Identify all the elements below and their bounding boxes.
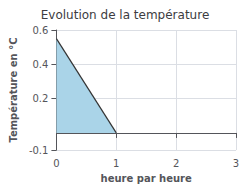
svg-text:0.2: 0.2 bbox=[33, 93, 49, 104]
svg-text:-0.1: -0.1 bbox=[29, 145, 49, 156]
svg-text:0: 0 bbox=[53, 158, 59, 169]
svg-text:0.4: 0.4 bbox=[33, 59, 49, 70]
svg-text:Température en °C: Température en °C bbox=[8, 37, 19, 142]
svg-text:0.6: 0.6 bbox=[33, 25, 49, 36]
svg-text:1: 1 bbox=[113, 158, 119, 169]
svg-text:heure par heure: heure par heure bbox=[101, 173, 192, 184]
svg-text:2: 2 bbox=[173, 158, 179, 169]
svg-text:Evolution de la température: Evolution de la température bbox=[41, 8, 210, 22]
svg-text:3: 3 bbox=[233, 158, 239, 169]
